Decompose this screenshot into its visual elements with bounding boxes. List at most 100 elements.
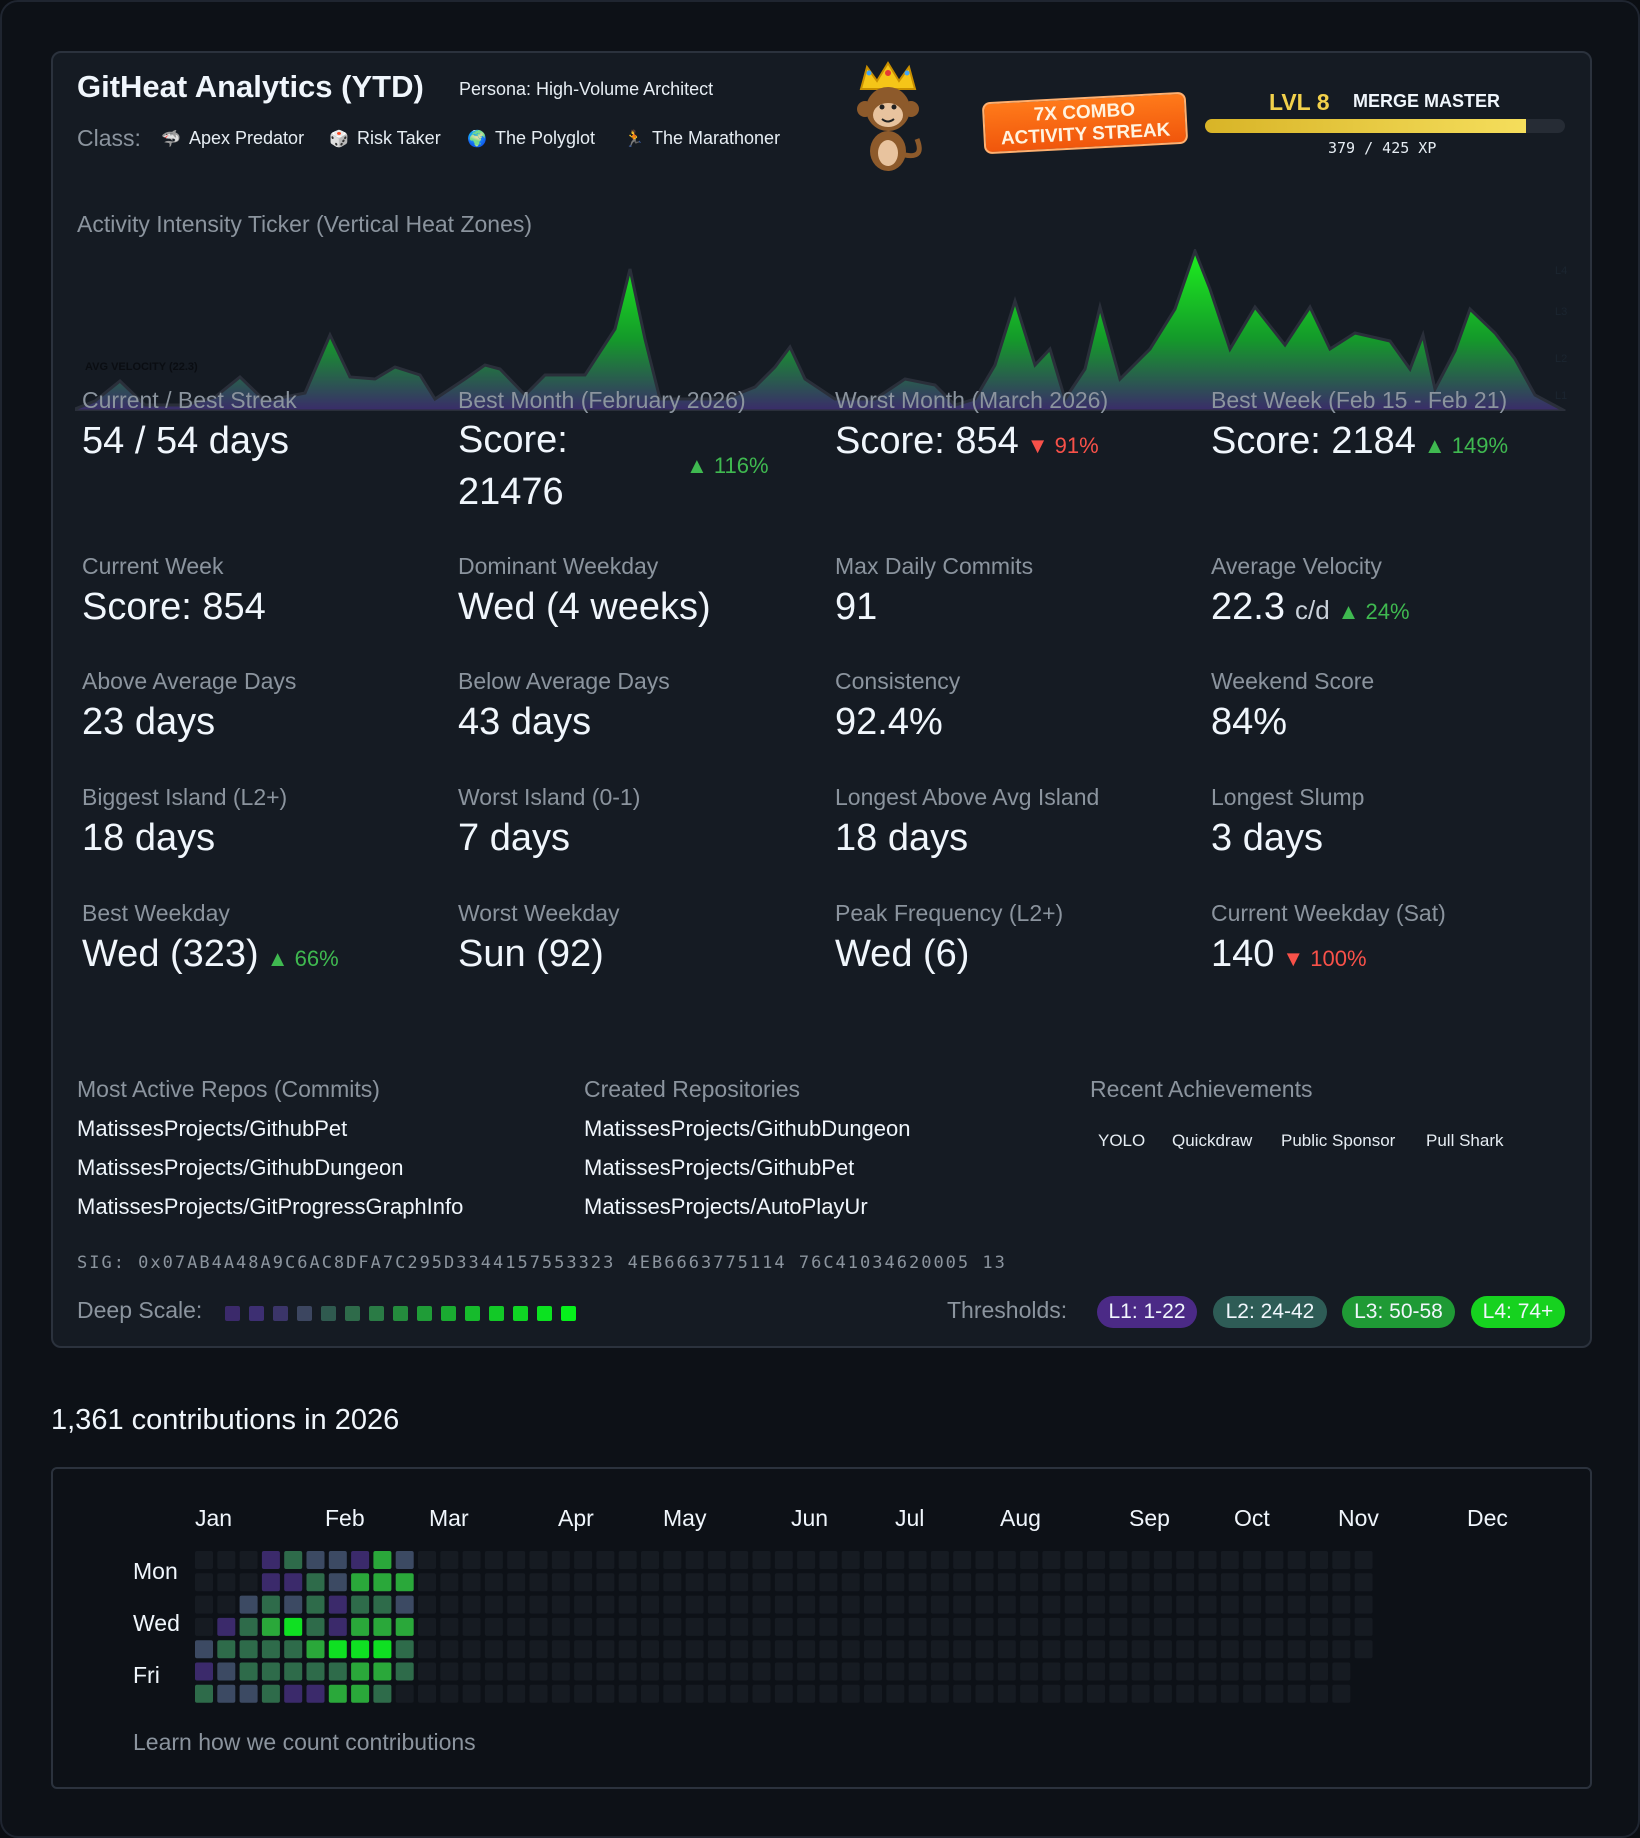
contribution-cell[interactable] (663, 1573, 682, 1592)
contribution-cell[interactable] (774, 1595, 793, 1614)
contribution-cell[interactable] (1287, 1640, 1306, 1659)
contribution-cell[interactable] (953, 1573, 972, 1592)
contribution-cell[interactable] (551, 1617, 570, 1636)
contribution-cell[interactable] (730, 1573, 749, 1592)
contribution-cell[interactable] (1042, 1573, 1061, 1592)
contribution-cell[interactable] (239, 1662, 258, 1681)
contribution-cell[interactable] (1020, 1684, 1039, 1703)
contribution-cell[interactable] (774, 1551, 793, 1569)
contribution-cell[interactable] (306, 1684, 325, 1703)
contribution-cell[interactable] (1198, 1662, 1217, 1681)
contribution-cell[interactable] (596, 1640, 615, 1659)
contribution-cell[interactable] (1265, 1573, 1284, 1592)
contribution-cell[interactable] (1332, 1684, 1351, 1703)
contribution-cell[interactable] (462, 1573, 481, 1592)
contribution-cell[interactable] (1064, 1617, 1083, 1636)
contribution-cell[interactable] (1153, 1617, 1172, 1636)
contribution-cell[interactable] (864, 1551, 882, 1569)
contribution-cell[interactable] (261, 1684, 280, 1703)
contribution-cell[interactable] (373, 1617, 392, 1636)
contribution-cell[interactable] (797, 1595, 816, 1614)
contribution-cell[interactable] (239, 1684, 258, 1703)
contribution-cell[interactable] (797, 1684, 816, 1703)
contribution-cell[interactable] (306, 1617, 325, 1636)
contribution-cell[interactable] (1332, 1662, 1351, 1681)
contribution-cell[interactable] (641, 1640, 659, 1659)
contribution-cell[interactable] (328, 1551, 347, 1569)
contribution-cell[interactable] (440, 1551, 459, 1569)
contribution-cell[interactable] (574, 1573, 593, 1592)
contribution-cell[interactable] (707, 1595, 726, 1614)
contribution-cell[interactable] (752, 1684, 771, 1703)
contribution-cell[interactable] (997, 1662, 1016, 1681)
contribution-cell[interactable] (1131, 1640, 1150, 1659)
contribution-cell[interactable] (663, 1551, 682, 1569)
contribution-cell[interactable] (217, 1684, 236, 1703)
contribution-cell[interactable] (1042, 1662, 1061, 1681)
contribution-cell[interactable] (1220, 1551, 1239, 1569)
contribution-cell[interactable] (841, 1684, 860, 1703)
contribution-cell[interactable] (529, 1595, 548, 1614)
contribution-cell[interactable] (641, 1617, 659, 1636)
contribution-cell[interactable] (752, 1617, 771, 1636)
contribution-cell[interactable] (306, 1640, 325, 1659)
contribution-cell[interactable] (975, 1662, 994, 1681)
contribution-cell[interactable] (975, 1595, 994, 1614)
contribution-cell[interactable] (774, 1684, 793, 1703)
contribution-cell[interactable] (418, 1573, 436, 1592)
contribution-cell[interactable] (663, 1640, 682, 1659)
contribution-cell[interactable] (685, 1684, 704, 1703)
contribution-cell[interactable] (484, 1595, 503, 1614)
contribution-cell[interactable] (507, 1684, 526, 1703)
contribution-cell[interactable] (886, 1662, 905, 1681)
contribution-cell[interactable] (551, 1595, 570, 1614)
contribution-cell[interactable] (1064, 1684, 1083, 1703)
contribution-cell[interactable] (1087, 1617, 1105, 1636)
contribution-cell[interactable] (975, 1640, 994, 1659)
contribution-cell[interactable] (1131, 1551, 1150, 1569)
contribution-cell[interactable] (1310, 1662, 1328, 1681)
contribution-cell[interactable] (730, 1684, 749, 1703)
contribution-cell[interactable] (1265, 1640, 1284, 1659)
contribution-cell[interactable] (618, 1662, 637, 1681)
contribution-cell[interactable] (774, 1662, 793, 1681)
contribution-cell[interactable] (529, 1617, 548, 1636)
contribution-cell[interactable] (908, 1662, 927, 1681)
contribution-cell[interactable] (462, 1595, 481, 1614)
contribution-cell[interactable] (217, 1662, 236, 1681)
contribution-cell[interactable] (752, 1640, 771, 1659)
contribution-cell[interactable] (395, 1573, 414, 1592)
contribution-cell[interactable] (774, 1640, 793, 1659)
contribution-cell[interactable] (908, 1595, 927, 1614)
contribution-cell[interactable] (261, 1573, 280, 1592)
contribution-cell[interactable] (1087, 1595, 1105, 1614)
contribution-cell[interactable] (596, 1617, 615, 1636)
contribution-cell[interactable] (1176, 1551, 1195, 1569)
contribution-cell[interactable] (1354, 1595, 1373, 1614)
contribution-cell[interactable] (1220, 1662, 1239, 1681)
contribution-cell[interactable] (975, 1551, 994, 1569)
contribution-cell[interactable] (908, 1573, 927, 1592)
contribution-cell[interactable] (864, 1573, 882, 1592)
contribution-cell[interactable] (618, 1595, 637, 1614)
contribution-cell[interactable] (328, 1640, 347, 1659)
contribution-cell[interactable] (1287, 1573, 1306, 1592)
contribution-cell[interactable] (641, 1551, 659, 1569)
contribution-cell[interactable] (819, 1684, 838, 1703)
contribution-cell[interactable] (261, 1662, 280, 1681)
contribution-cell[interactable] (975, 1617, 994, 1636)
contribution-cell[interactable] (1332, 1573, 1351, 1592)
contribution-cell[interactable] (284, 1662, 303, 1681)
contribution-cell[interactable] (440, 1662, 459, 1681)
contribution-cell[interactable] (663, 1684, 682, 1703)
contribution-cell[interactable] (864, 1595, 882, 1614)
contribution-cell[interactable] (930, 1595, 949, 1614)
contribution-cell[interactable] (1243, 1617, 1262, 1636)
contribution-cell[interactable] (529, 1640, 548, 1659)
contribution-cell[interactable] (685, 1573, 704, 1592)
contribution-cell[interactable] (1354, 1573, 1373, 1592)
contribution-cell[interactable] (195, 1640, 213, 1659)
contribution-cell[interactable] (1042, 1551, 1061, 1569)
contribution-cell[interactable] (1042, 1617, 1061, 1636)
contribution-cell[interactable] (1176, 1684, 1195, 1703)
